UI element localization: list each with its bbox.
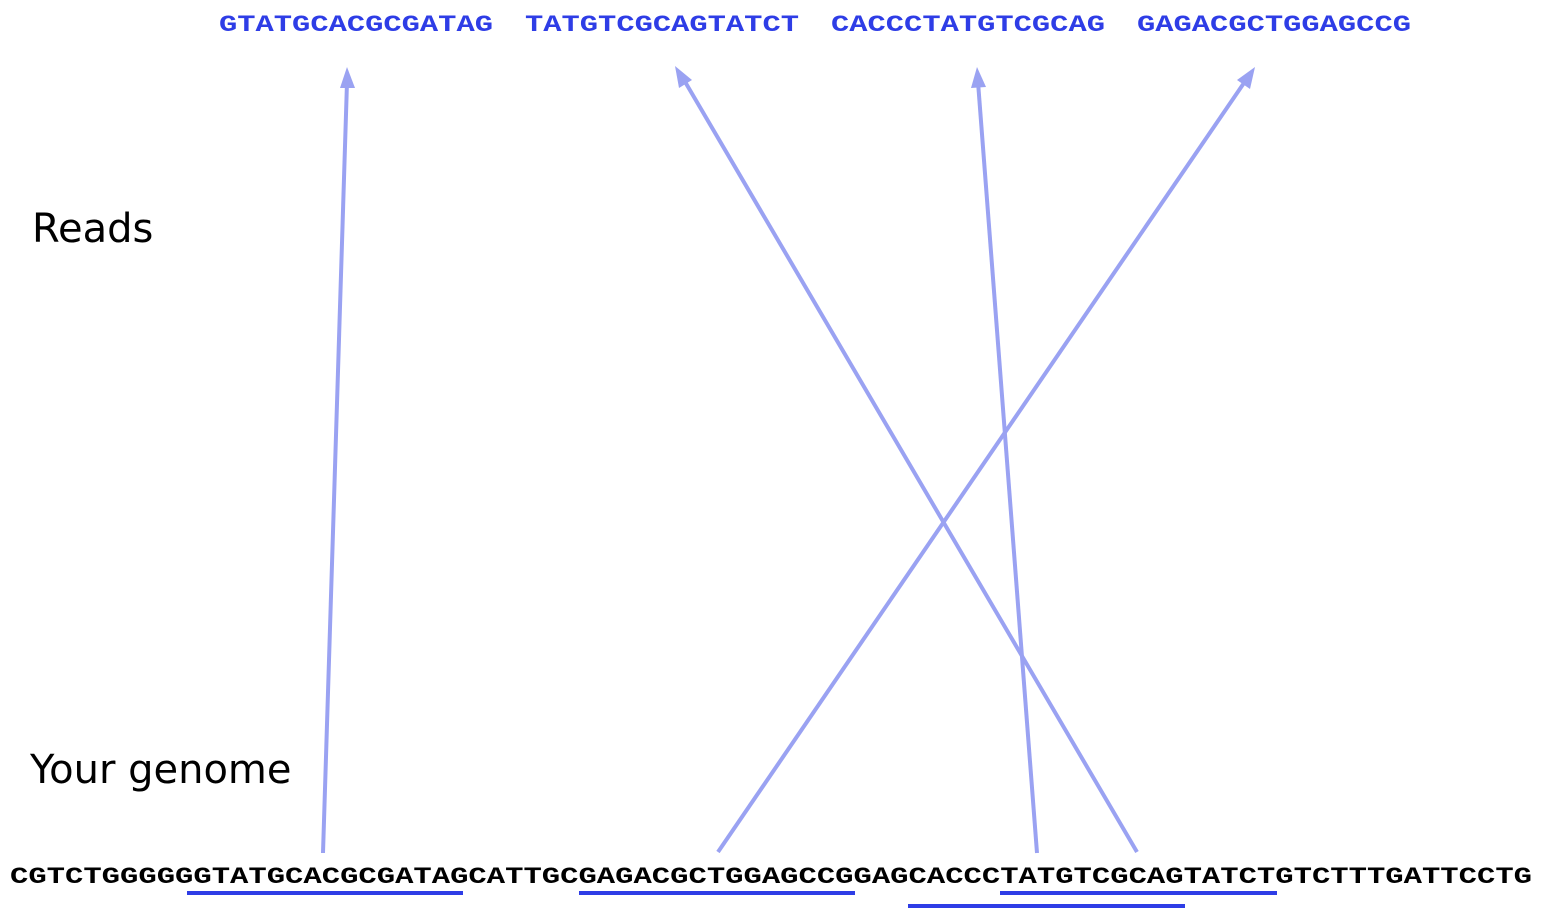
arrowhead-read-4 [1237, 67, 1255, 89]
arrowhead-read-3 [971, 67, 986, 88]
arrowhead-read-2 [675, 66, 692, 88]
read-3: CACCCTATGTCGCAG [831, 12, 1105, 38]
genome-label: Your genome [29, 747, 292, 793]
mapping-arrows [321, 66, 1255, 854]
arrow-read-4 [716, 78, 1248, 854]
genome-sequence: CGTCTGGGGGGTATGCACGCGATAGCATTGCGAGACGCTG… [10, 864, 1532, 890]
read-4: GAGACGCTGGAGCCG [1137, 12, 1411, 38]
arrow-read-1 [321, 81, 349, 854]
arrow-read-2 [682, 78, 1139, 854]
read-1: GTATGCACGCGATAG [219, 12, 493, 38]
read-2: TATGTCGCAGTATCT [525, 12, 799, 38]
read-underlines [187, 891, 1277, 908]
reads-label: Reads [32, 206, 153, 252]
arrow-read-3 [976, 81, 1039, 854]
arrowhead-read-1 [340, 67, 355, 88]
